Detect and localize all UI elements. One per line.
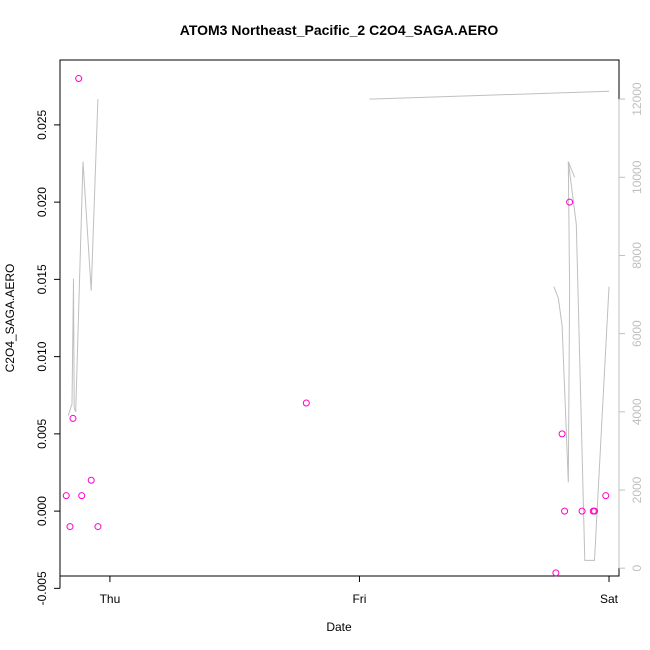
y-tick-label: 0.025 bbox=[35, 110, 49, 140]
data-point bbox=[566, 198, 574, 206]
series-line bbox=[369, 90, 610, 100]
data-point bbox=[561, 507, 569, 515]
y-tick-label: -0.005 bbox=[35, 571, 49, 605]
data-point bbox=[302, 399, 310, 407]
series-line bbox=[567, 161, 610, 561]
data-point bbox=[558, 430, 566, 438]
series-line-group bbox=[67, 90, 610, 561]
data-point bbox=[578, 507, 586, 515]
x-axis-label: Date bbox=[326, 620, 352, 634]
data-point bbox=[78, 492, 86, 500]
data-point bbox=[75, 75, 83, 83]
y2-tick-label: 12000 bbox=[630, 82, 644, 116]
data-point bbox=[62, 492, 70, 500]
y2-tick-label: 8000 bbox=[630, 242, 644, 269]
chart-title: ATOM3 Northeast_Pacific_2 C2O4_SAGA.AERO bbox=[180, 22, 499, 38]
data-point bbox=[602, 492, 610, 500]
data-point bbox=[591, 507, 599, 515]
bottom-axis: Thu Fri Sat bbox=[100, 575, 619, 606]
y-tick-label: 0.005 bbox=[35, 419, 49, 449]
x-tick-label: Sat bbox=[600, 592, 619, 606]
left-axis: -0.005 0.000 0.005 0.010 0.015 0.020 0.025 bbox=[35, 110, 61, 605]
data-point bbox=[94, 523, 102, 531]
plot-area bbox=[59, 59, 620, 577]
x-tick-label: Fri bbox=[352, 592, 366, 606]
y-tick-label: 0.015 bbox=[35, 264, 49, 294]
series-line bbox=[553, 161, 576, 483]
y2-tick-label: 4000 bbox=[630, 398, 644, 425]
y2-tick-label: 6000 bbox=[630, 320, 644, 347]
y2-tick-label: 10000 bbox=[630, 160, 644, 194]
data-point bbox=[87, 476, 95, 484]
y2-tick-label: 0 bbox=[630, 565, 644, 572]
right-axis: 0 2000 4000 6000 8000 10000 12000 bbox=[618, 82, 644, 572]
series-line bbox=[67, 99, 99, 416]
data-point bbox=[66, 523, 74, 531]
x-tick-label: Thu bbox=[100, 592, 121, 606]
series-point-group bbox=[62, 75, 610, 577]
y-axis-label: C2O4_SAGA.AERO bbox=[3, 264, 17, 373]
y-tick-label: 0.010 bbox=[35, 341, 49, 371]
data-point bbox=[69, 414, 77, 422]
y2-tick-label: 2000 bbox=[630, 476, 644, 503]
y-tick-label: 0.000 bbox=[35, 496, 49, 526]
data-point bbox=[552, 569, 560, 577]
y-tick-label: 0.020 bbox=[35, 187, 49, 217]
